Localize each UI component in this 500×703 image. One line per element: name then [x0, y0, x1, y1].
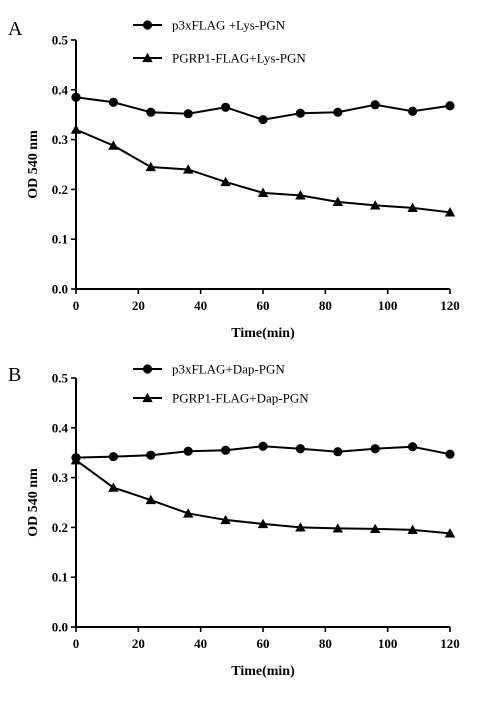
data-point: [332, 523, 343, 533]
data-point: [332, 196, 343, 207]
legend-entry: p3xFLAG +Lys-PGN: [133, 18, 286, 33]
legend-label: PGRP1-FLAG+Dap-PGN: [172, 391, 309, 406]
y-tick-label: 0.1: [52, 570, 68, 585]
y-tick-label: 0.3: [52, 132, 69, 147]
legend-label: PGRP1-FLAG+Lys-PGN: [172, 51, 306, 66]
data-point: [108, 482, 119, 492]
y-tick-label: 0.1: [52, 232, 68, 247]
x-tick-label: 0: [73, 298, 80, 313]
series-line: [75, 128, 451, 214]
x-tick-label: 120: [440, 298, 460, 313]
panel-letter: A: [8, 18, 23, 40]
y-tick-label: 0.5: [52, 33, 69, 48]
data-point: [220, 176, 231, 187]
data-point: [295, 444, 305, 454]
data-point: [258, 115, 268, 125]
y-tick-label: 0.4: [52, 82, 69, 97]
data-point: [145, 494, 156, 505]
data-point: [408, 106, 418, 116]
data-point: [445, 449, 455, 459]
legend-label: p3xFLAG+Dap-PGN: [172, 362, 285, 377]
data-point: [370, 444, 380, 454]
data-point: [407, 524, 418, 535]
y-axis-title: OD 540 nm: [26, 130, 41, 199]
data-point: [257, 518, 269, 529]
legend-entry: PGRP1-FLAG+Dap-PGN: [133, 391, 309, 406]
x-tick-label: 100: [378, 298, 398, 313]
legend-marker: [142, 364, 153, 374]
x-tick-label: 80: [319, 636, 332, 651]
data-point: [444, 528, 456, 538]
x-tick-label: 20: [132, 636, 145, 651]
x-axis-title: Time(min): [231, 326, 295, 341]
series-1: [71, 441, 455, 463]
data-point: [146, 450, 156, 460]
x-tick-label: 40: [194, 636, 207, 651]
x-tick-label: 0: [73, 636, 80, 651]
y-tick-label: 0.0: [52, 282, 68, 297]
data-point: [183, 446, 193, 456]
y-axis-title: OD 540 nm: [26, 468, 41, 537]
series-1: [71, 92, 455, 125]
data-point: [370, 100, 380, 110]
data-point: [70, 124, 82, 134]
data-point: [220, 514, 231, 525]
legend-label: p3xFLAG +Lys-PGN: [172, 18, 286, 33]
y-tick-label: 0.5: [52, 371, 69, 386]
data-point: [146, 107, 156, 117]
data-point: [221, 102, 231, 112]
data-point: [257, 187, 269, 198]
y-tick-label: 0.3: [52, 470, 69, 485]
data-point: [295, 108, 305, 118]
x-tick-label: 20: [132, 298, 145, 313]
y-tick-label: 0.0: [52, 620, 68, 635]
series-2: [70, 124, 456, 217]
y-tick-label: 0.2: [52, 520, 68, 535]
x-tick-label: 40: [194, 298, 207, 313]
data-point: [444, 207, 456, 217]
data-point: [183, 109, 193, 119]
panel-a: A 0.0 0.1 0.2 0.3 0.4 0.5 0 20 40 60 80 100 120 Time(m…: [8, 18, 460, 342]
y-tick-label: 0.2: [52, 182, 68, 197]
legend-entry: p3xFLAG+Dap-PGN: [133, 362, 285, 377]
data-point: [407, 202, 418, 212]
data-point: [108, 140, 119, 150]
data-point: [333, 447, 343, 457]
x-tick-label: 100: [378, 636, 398, 651]
x-tick-label: 60: [257, 298, 270, 313]
panel-b: B 0.0 0.1 0.2 0.3 0.4 0.5 0 20 40 60 80 100 120 Time(m…: [8, 362, 460, 680]
x-tick-label: 80: [319, 298, 332, 313]
data-point: [295, 522, 306, 532]
data-point: [183, 164, 194, 174]
x-tick-label: 60: [257, 636, 270, 651]
data-point: [370, 200, 381, 210]
data-point: [295, 190, 306, 200]
data-point: [221, 445, 231, 455]
data-point: [108, 97, 118, 107]
legend-marker: [142, 392, 153, 403]
data-point: [408, 442, 418, 452]
legend-entry: PGRP1-FLAG+Lys-PGN: [133, 51, 306, 66]
panel-letter: B: [8, 364, 21, 386]
data-point: [258, 441, 268, 451]
data-point: [71, 92, 81, 102]
legend-marker: [142, 52, 153, 63]
data-point: [370, 523, 381, 534]
series-2: [70, 454, 456, 538]
data-point: [333, 107, 343, 117]
data-point: [145, 161, 156, 172]
data-point: [70, 454, 82, 465]
data-point: [445, 101, 455, 111]
x-axis-title: Time(min): [231, 664, 295, 679]
y-tick-label: 0.4: [52, 420, 69, 435]
data-point: [108, 452, 118, 462]
data-point: [183, 508, 194, 518]
legend-marker: [142, 20, 153, 30]
x-tick-label: 120: [440, 636, 460, 651]
